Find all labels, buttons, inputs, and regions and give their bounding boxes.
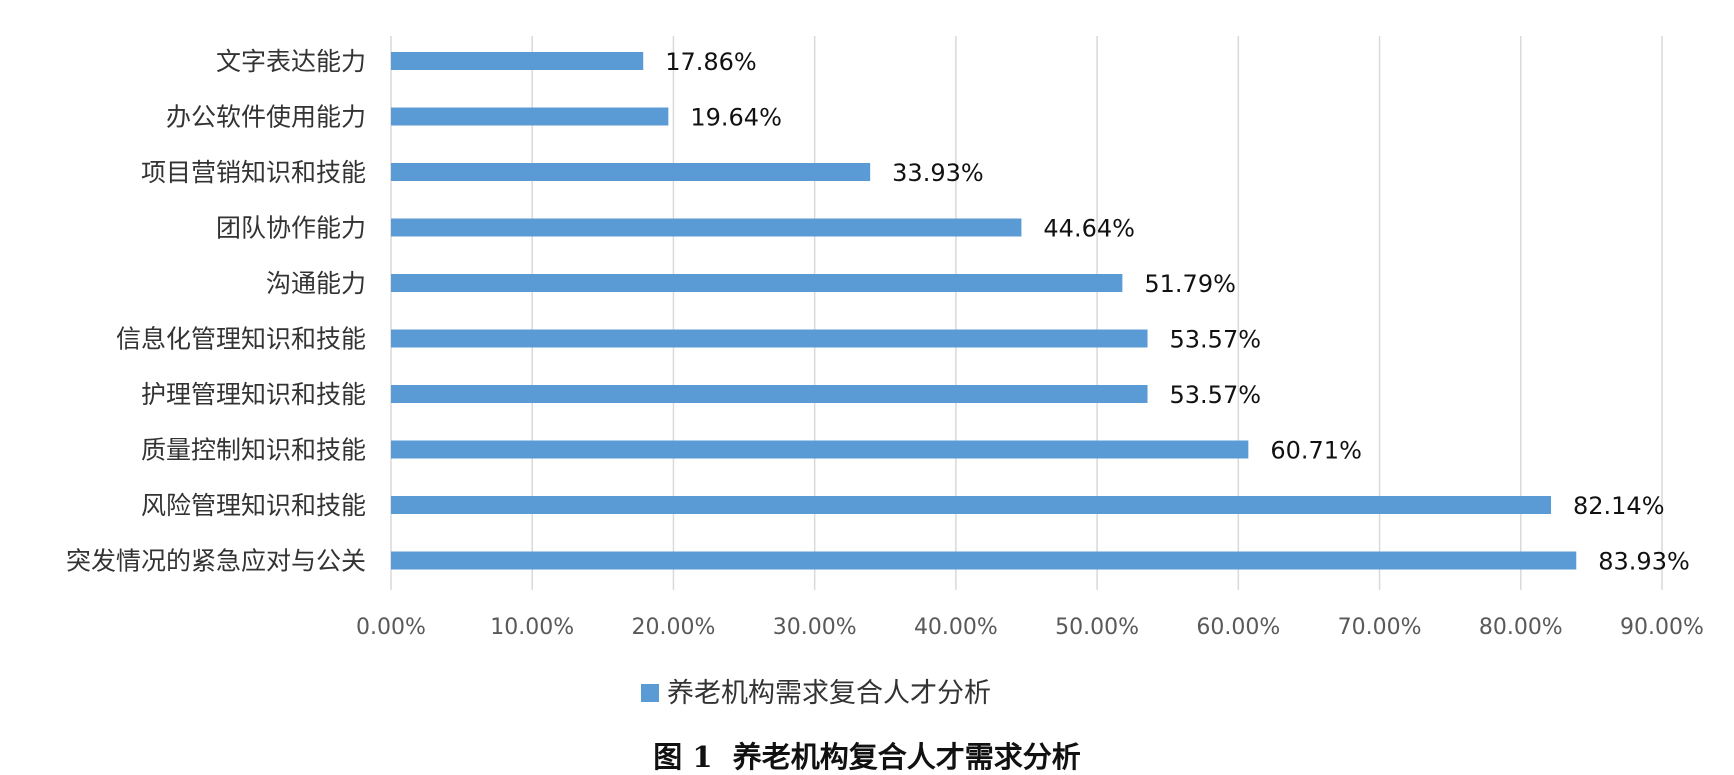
category-label: 风险管理知识和技能 — [141, 491, 366, 520]
value-label: 51.79% — [1144, 270, 1236, 298]
bars — [391, 52, 1577, 570]
category-label: 信息化管理知识和技能 — [116, 325, 366, 354]
value-label: 33.93% — [892, 159, 984, 187]
value-label: 17.86% — [665, 48, 757, 76]
bar — [391, 218, 1022, 237]
value-label: 44.64% — [1043, 215, 1135, 243]
x-tick-label: 30.00% — [773, 615, 857, 640]
value-label: 83.93% — [1598, 548, 1690, 576]
value-label: 82.14% — [1573, 492, 1665, 520]
x-tick-label: 0.00% — [356, 615, 426, 640]
category-label: 沟通能力 — [266, 269, 366, 298]
bar — [391, 163, 871, 181]
value-label: 53.57% — [1170, 381, 1262, 409]
x-tick-label: 50.00% — [1055, 615, 1139, 640]
value-label: 53.57% — [1170, 326, 1262, 354]
category-label: 项目营销知识和技能 — [141, 158, 366, 187]
category-label: 团队协作能力 — [216, 214, 366, 243]
figure-caption: 图 1 养老机构复合人才需求分析 — [653, 740, 1080, 774]
category-label: 文字表达能力 — [216, 47, 366, 76]
bar — [391, 551, 1577, 570]
bar — [391, 107, 669, 126]
x-tick-label: 20.00% — [631, 615, 715, 640]
bar — [391, 385, 1148, 403]
value-label: 19.64% — [690, 104, 782, 132]
legend-swatch — [641, 684, 659, 702]
category-label: 护理管理知识和技能 — [141, 380, 366, 409]
x-tick-label: 60.00% — [1196, 615, 1280, 640]
value-label: 60.71% — [1270, 437, 1362, 465]
legend: 养老机构需求复合人才分析 — [641, 678, 991, 709]
gridlines — [390, 36, 1663, 590]
x-tick-label: 70.00% — [1338, 615, 1422, 640]
x-tick-label: 90.00% — [1620, 615, 1704, 640]
value-labels: 17.86% 19.64% 33.93% 44.64% 51.79% 53.57% 53.5… — [665, 48, 1690, 576]
x-tick-label: 10.00% — [490, 615, 574, 640]
bar — [391, 329, 1148, 348]
bar — [391, 440, 1249, 459]
category-label: 突发情况的紧急应对与公关 — [66, 547, 366, 576]
x-axis-tick-labels: 0.00% 10.00% 20.00% 30.00% 40.00% 50.00% 60.00… — [356, 615, 1704, 640]
category-labels: 文字表达能力办公软件使用能力项目营销知识和技能团队协作能力沟通能力信息化管理知识… — [66, 47, 366, 576]
bar — [391, 52, 644, 70]
category-label: 质量控制知识和技能 — [141, 436, 366, 465]
x-tick-label: 80.00% — [1479, 615, 1563, 640]
bar — [391, 274, 1123, 292]
category-label: 办公软件使用能力 — [166, 103, 366, 132]
x-tick-label: 40.00% — [914, 615, 998, 640]
bar — [391, 496, 1551, 514]
legend-label: 养老机构需求复合人才分析 — [667, 678, 991, 709]
